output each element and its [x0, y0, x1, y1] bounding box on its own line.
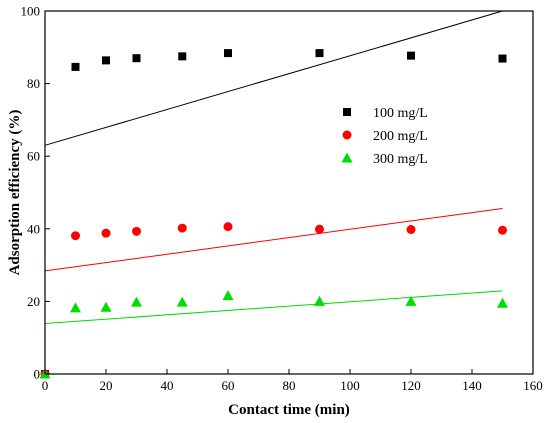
fit-line	[44, 290, 503, 325]
data-point	[132, 54, 141, 63]
data-point	[406, 225, 416, 235]
y-tick-label: 40	[27, 221, 40, 236]
data-point	[71, 62, 80, 71]
plot-marks	[39, 10, 508, 379]
x-tick-label: 20	[100, 378, 113, 393]
data-point	[498, 225, 507, 235]
x-tick-label: 140	[462, 378, 482, 393]
y-tick-label: 20	[27, 294, 40, 309]
data-point	[407, 51, 415, 60]
data-point	[100, 301, 112, 312]
data-point	[498, 54, 507, 63]
y-tick-label: 80	[27, 76, 40, 91]
x-tick-label: 60	[222, 378, 235, 393]
data-point	[223, 222, 233, 232]
data-point	[101, 228, 111, 238]
data-point	[314, 295, 325, 306]
data-point	[497, 297, 508, 308]
legend-label: 300 mg/L	[373, 152, 428, 167]
data-point	[131, 296, 142, 307]
x-tick-label: 40	[161, 378, 174, 393]
plot-frame	[44, 10, 534, 375]
data-point	[222, 290, 234, 301]
x-tick-label: 160	[523, 378, 543, 393]
data-point	[315, 224, 324, 234]
axis-ticks: 0 20 40 60 80 100 120 140 160 0 20 40 60 80 100	[21, 4, 543, 394]
data-point	[177, 223, 187, 233]
y-axis-title: Adsorption efficiency (%)	[7, 110, 23, 276]
x-tick-label: 80	[283, 378, 296, 393]
legend: 100 mg/L 200 mg/L 300 mg/L	[341, 106, 428, 167]
data-point	[178, 52, 187, 61]
y-tick-label: 60	[27, 149, 40, 164]
x-tick-label: 0	[42, 378, 49, 393]
y-tick-label: 0	[34, 367, 41, 382]
data-point	[71, 231, 80, 241]
legend-marker	[343, 108, 351, 116]
fit-line	[44, 10, 503, 146]
x-tick-label: 120	[401, 378, 421, 393]
data-point	[224, 49, 232, 58]
y-tick-label: 100	[21, 4, 41, 19]
legend-label: 100 mg/L	[373, 106, 428, 121]
legend-marker	[341, 152, 353, 163]
data-point	[405, 295, 417, 306]
data-point	[70, 302, 81, 313]
data-point	[132, 226, 141, 236]
data-point	[315, 49, 324, 58]
fit-line	[44, 207, 503, 272]
data-point	[102, 56, 110, 65]
legend-label: 200 mg/L	[373, 129, 428, 144]
x-tick-label: 100	[340, 378, 360, 393]
x-axis-title: Contact time (min)	[228, 402, 350, 418]
data-point	[176, 296, 188, 307]
legend-marker	[342, 130, 352, 140]
